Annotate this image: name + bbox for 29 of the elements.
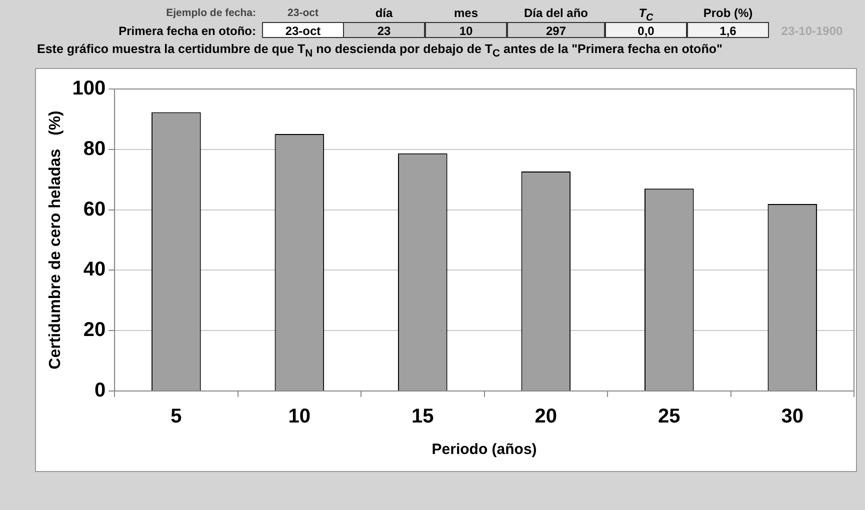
x-tick-label: 25 [658,406,680,428]
x-tick-label: 10 [288,406,311,428]
y-tick-label: 0 [94,380,106,402]
x-tick-label: 5 [170,406,182,428]
text: 23-oct [286,6,320,21]
x-axis-title: Periodo (años) [432,441,537,458]
y-tick-label: 40 [83,258,106,281]
text: 23 [343,22,425,38]
text: día [374,5,394,21]
text: Primera fecha en otoño: [118,23,256,39]
x-tick-label: 30 [781,406,804,428]
chart-title: Este gráfico muestra la certidumbre de que T$_{N}$ no descienda por debajo de T$_{C}$ antes de la "Primera fecha en otoño" [37,42,722,60]
text: 23-oct [262,22,344,38]
text: Prob (%) [702,5,754,21]
text: T$_{C}$ [638,5,654,24]
text: mes [452,5,480,21]
y-tick-label: 100 [72,78,106,100]
y-axis-title: Certidumbre de cero heladas (%) [47,110,64,370]
text: 297 [507,22,605,38]
text: Ejemplo de fecha: [165,6,256,21]
text: 1,6 [687,22,769,38]
text: 0,0 [605,22,687,38]
x-tick-label: 20 [534,406,558,428]
y-tick-label: 80 [83,138,106,160]
y-tick-label: 60 [83,198,106,220]
text: 10 [425,22,507,38]
x-tick-label: 15 [412,406,434,428]
text: Día del año [522,5,589,21]
y-tick-label: 20 [83,319,106,342]
